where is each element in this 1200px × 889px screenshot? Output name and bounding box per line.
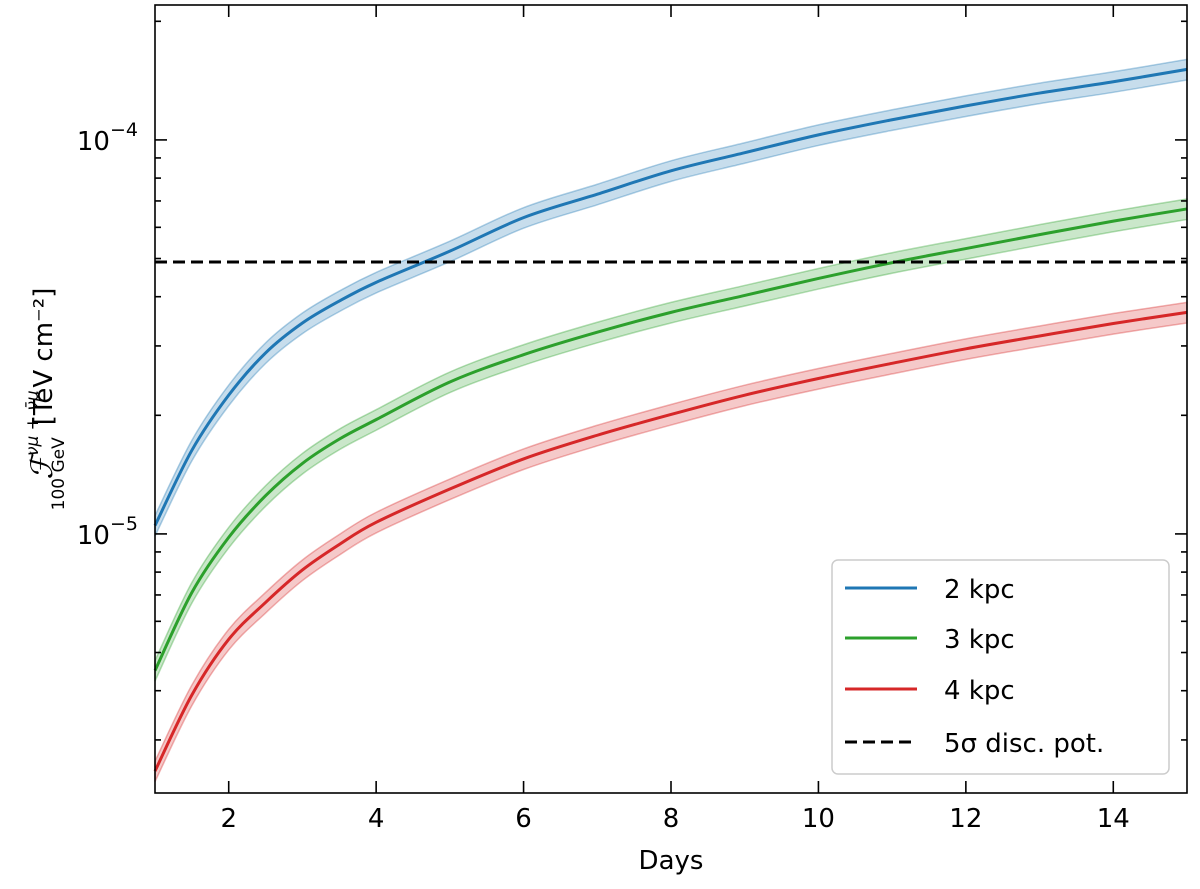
y-label-superscript: νμ + ν̄μ [23,390,43,456]
x-tick-label: 6 [515,804,532,834]
x-tick-label: 10 [802,804,835,834]
legend: 2 kpc 3 kpc 4 kpc 5σ disc. pot. [831,559,1170,775]
y-label-subscript: 100 GeV [49,437,69,510]
x-tick-label: 2 [220,804,237,834]
y-label-units: [TeV cm⁻²] [29,288,59,426]
legend-label-3kpc: 3 kpc [944,625,1015,655]
x-tick-label: 12 [949,804,982,834]
series-lines [153,67,1188,772]
y-tick-mantissa: 10 [77,521,110,551]
line-series-0 [153,67,1188,527]
legend-label-threshold: 5σ disc. pot. [944,729,1104,759]
y-tick-exponent: −5 [110,513,138,535]
x-axis-label: Days [639,846,704,876]
y-axis-label: ℱνμ + ν̄μ100 GeV[TeV cm⁻²] [23,288,69,511]
y-tick-labels: 10−510−4 [77,119,138,551]
y-tick-label: 10−5 [77,513,138,551]
y-tick-label: 10−4 [77,119,138,157]
legend-box [831,559,1170,775]
line-series-2 [153,310,1188,772]
legend-label-2kpc: 2 kpc [944,575,1015,605]
line-series-1 [153,207,1188,672]
x-tick-label: 14 [1097,804,1130,834]
y-tick-exponent: −4 [110,119,138,141]
axis-ticks [155,5,1187,793]
legend-label-4kpc: 4 kpc [944,676,1015,706]
x-tick-label: 4 [368,804,385,834]
plot-frame [154,4,1188,794]
x-tick-labels: 2 4 6 8 10 12 14 [220,804,1129,834]
y-tick-mantissa: 10 [77,127,110,157]
x-tick-label: 8 [663,804,680,834]
